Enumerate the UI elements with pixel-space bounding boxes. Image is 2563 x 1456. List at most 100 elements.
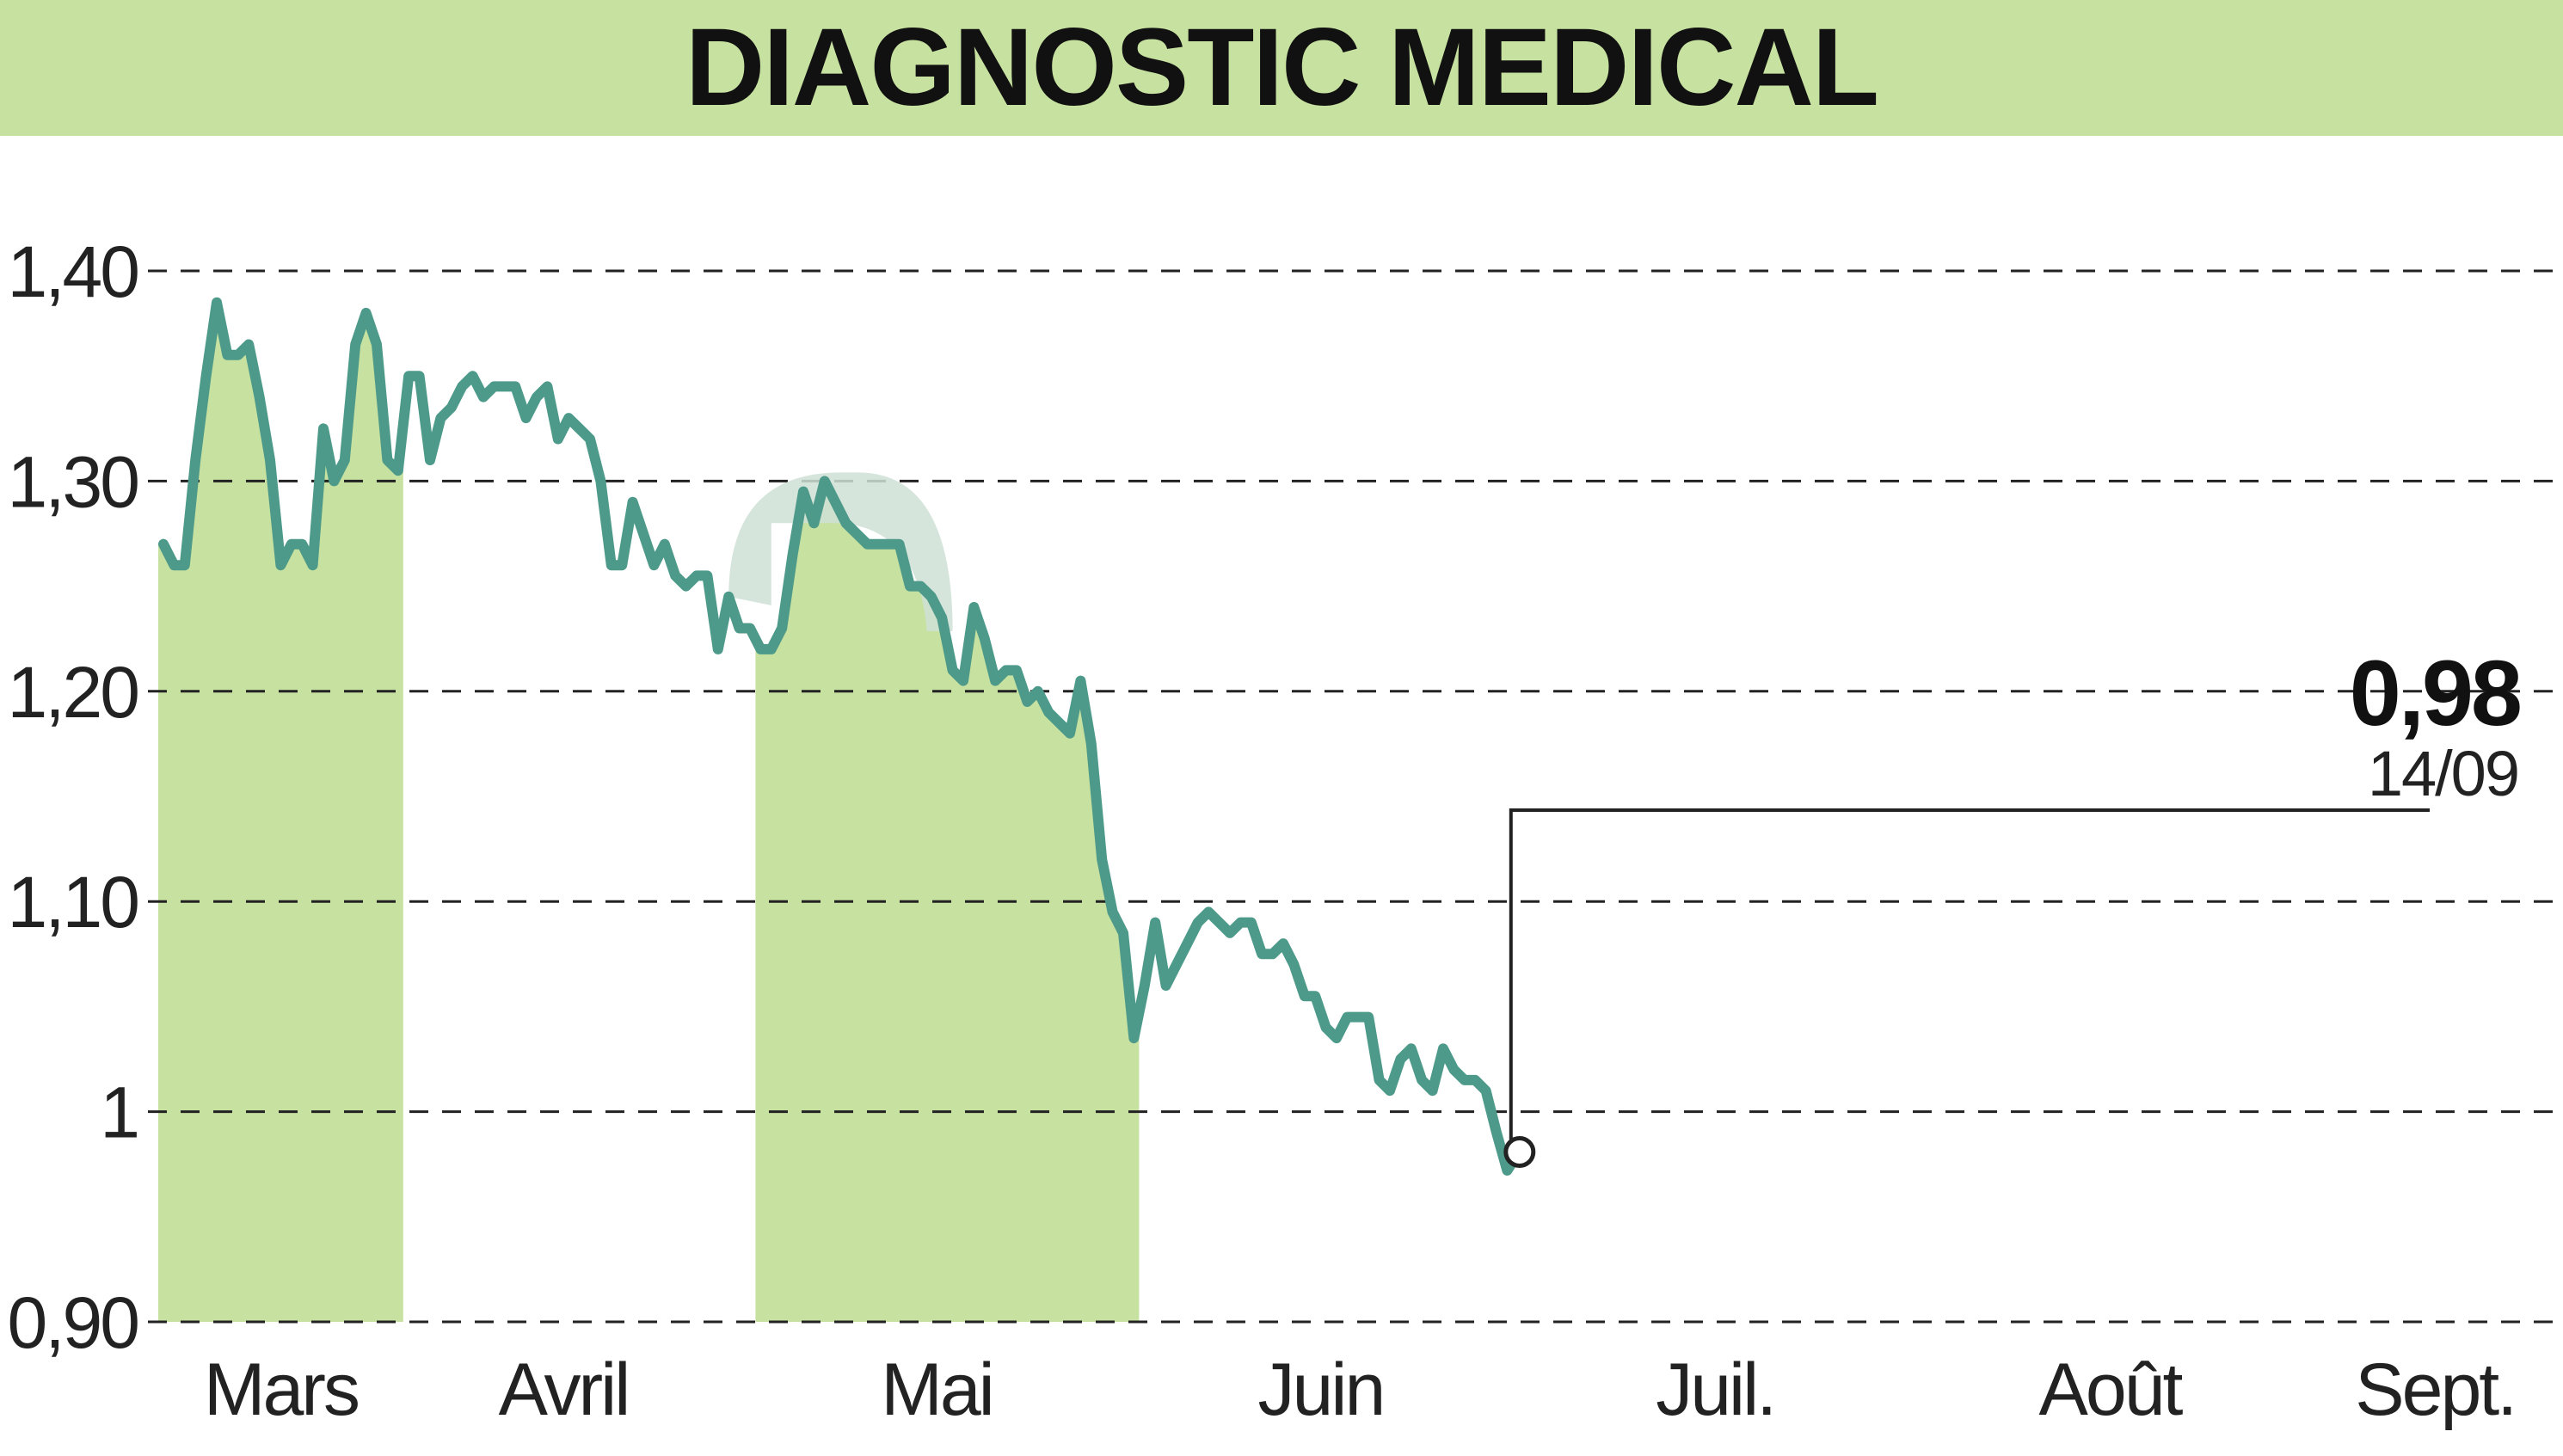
y-tick-label-5: 0,90: [8, 1282, 138, 1363]
price-point-51: [703, 571, 711, 580]
price-point-90: [1119, 929, 1128, 937]
price-point-63: [831, 498, 839, 507]
price-point-122: [1460, 1076, 1469, 1084]
price-point-66: [863, 540, 871, 549]
price-point-104: [1269, 949, 1277, 958]
price-point-31: [489, 382, 498, 390]
price-point-0: [159, 540, 168, 549]
price-point-20: [372, 341, 381, 348]
price-point-12: [287, 540, 296, 549]
price-point-39: [575, 424, 584, 433]
x-tick-label-2: Mai: [881, 1348, 993, 1431]
price-point-4: [202, 372, 211, 380]
price-point-8: [244, 341, 253, 348]
price-point-125: [1492, 1128, 1501, 1137]
price-point-32: [501, 382, 509, 390]
price-point-18: [351, 341, 360, 348]
last-value-marker: [1503, 1136, 1536, 1168]
price-point-83: [1044, 708, 1053, 716]
price-point-101: [1236, 918, 1245, 927]
price-point-11: [276, 561, 285, 569]
price-point-118: [1417, 1076, 1426, 1084]
price-point-23: [404, 372, 413, 380]
price-point-26: [436, 414, 445, 422]
price-point-69: [895, 540, 904, 549]
price-point-1: [169, 561, 178, 569]
price-point-76: [969, 603, 978, 611]
price-point-9: [255, 393, 264, 402]
price-point-107: [1300, 992, 1309, 1000]
price-point-10: [266, 456, 274, 464]
price-point-73: [937, 613, 946, 622]
price-point-98: [1204, 907, 1213, 916]
month-bands: [158, 302, 1140, 1323]
y-tick-label-0: 1,40: [8, 231, 138, 312]
price-point-117: [1407, 1044, 1416, 1053]
price-point-97: [1194, 918, 1202, 927]
price-point-57: [767, 645, 776, 654]
price-point-35: [532, 393, 541, 402]
price-point-68: [884, 540, 893, 549]
price-point-64: [842, 519, 851, 527]
price-point-33: [511, 382, 519, 390]
price-point-24: [415, 372, 424, 380]
price-point-113: [1364, 1013, 1373, 1022]
price-point-21: [383, 456, 391, 464]
price-point-79: [1002, 666, 1011, 674]
price-point-123: [1471, 1076, 1479, 1084]
price-point-109: [1322, 1023, 1331, 1032]
price-point-44: [629, 498, 637, 507]
price-point-59: [789, 550, 797, 559]
price-point-48: [671, 571, 679, 580]
price-point-116: [1396, 1055, 1404, 1063]
last-value-leader: [1509, 808, 2430, 1140]
price-point-105: [1279, 939, 1288, 948]
label-shadow: [728, 472, 953, 631]
price-point-29: [469, 372, 477, 380]
month-band-0: [158, 302, 403, 1323]
price-point-52: [714, 645, 722, 654]
price-point-30: [479, 393, 488, 402]
price-point-87: [1087, 740, 1096, 748]
price-point-60: [799, 488, 808, 496]
price-point-19: [362, 309, 371, 317]
price-point-17: [341, 456, 349, 464]
price-point-94: [1162, 981, 1171, 990]
price-point-27: [447, 403, 456, 412]
price-point-124: [1482, 1086, 1490, 1095]
price-point-126: [1503, 1166, 1511, 1175]
price-point-34: [522, 414, 531, 422]
y-tick-label-1: 1,30: [8, 441, 138, 522]
price-point-46: [649, 561, 658, 569]
price-point-62: [821, 476, 829, 485]
price-point-15: [319, 424, 328, 433]
x-tick-label-0: Mars: [204, 1348, 358, 1431]
price-point-77: [980, 635, 989, 643]
price-points: [159, 298, 1522, 1175]
price-point-65: [852, 530, 861, 538]
price-point-82: [1034, 687, 1042, 696]
price-point-54: [735, 624, 744, 632]
price-point-88: [1097, 855, 1106, 863]
price-point-86: [1076, 677, 1085, 685]
price-point-41: [596, 476, 605, 485]
price-point-100: [1226, 929, 1234, 937]
price-point-89: [1109, 907, 1117, 916]
price-point-114: [1375, 1076, 1384, 1084]
price-point-25: [426, 456, 434, 464]
price-point-110: [1332, 1034, 1341, 1042]
price-point-45: [639, 530, 648, 538]
price-point-38: [564, 414, 573, 422]
price-point-93: [1151, 918, 1159, 927]
price-point-115: [1386, 1086, 1394, 1095]
title-band: [0, 0, 2563, 136]
price-point-67: [874, 540, 882, 549]
price-point-106: [1289, 961, 1298, 968]
price-point-5: [212, 298, 221, 307]
price-point-71: [916, 582, 925, 591]
price-point-13: [298, 540, 306, 549]
price-point-119: [1429, 1086, 1437, 1095]
x-tick-label-4: Juil.: [1656, 1348, 1774, 1431]
price-point-6: [223, 351, 231, 359]
price-point-102: [1247, 918, 1256, 927]
